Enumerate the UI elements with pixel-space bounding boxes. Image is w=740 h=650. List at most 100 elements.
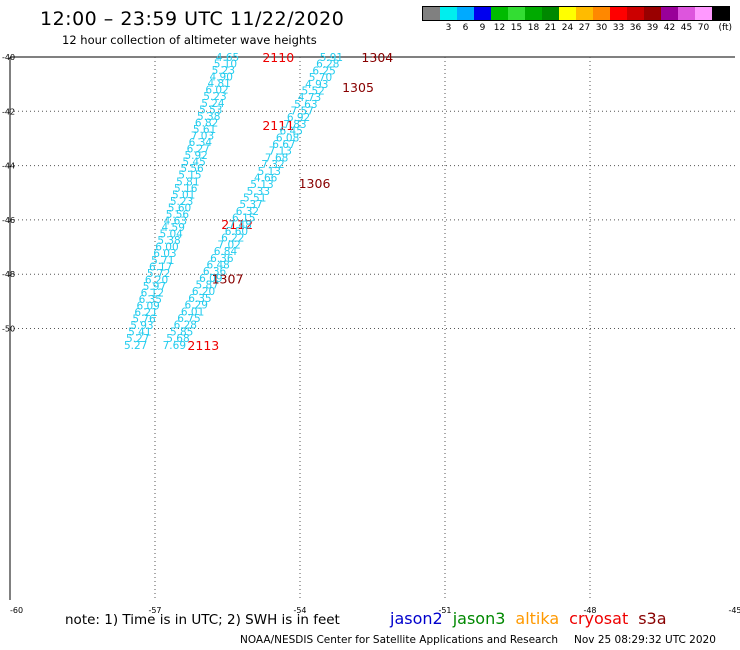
legend-swatch	[559, 7, 576, 20]
legend-label: 42	[663, 23, 676, 33]
map-subtitle: 12 hour collection of altimeter wave hei…	[62, 33, 317, 47]
swh-value: 5.71	[151, 255, 174, 267]
generated-timestamp: Nov 25 08:29:32 UTC 2020	[574, 634, 716, 646]
legend-label: 12	[493, 23, 506, 33]
lon-tick-label: -48	[583, 606, 596, 615]
legend-swatch	[474, 7, 491, 20]
footer-note: note: 1) Time is in UTC; 2) SWH is in fe…	[65, 612, 340, 628]
swh-value: 5.38	[157, 235, 180, 247]
legend-label: 33	[612, 23, 625, 33]
swh-value: 6.67	[272, 139, 295, 151]
swh-value: 5.51	[243, 193, 266, 205]
swh-value: 6.84	[214, 246, 238, 258]
legend-label: 18	[527, 23, 540, 33]
swh-value: 5.53	[199, 104, 222, 116]
color-legend: 3 6 9 12 15 18 21 24 27 30 33 36 39 42 45 70 (ft)	[422, 6, 732, 35]
map-title: 12:00 – 23:59 UTC 11/22/2020	[40, 8, 345, 30]
time-label: 2113	[187, 338, 219, 353]
legend-swatch	[491, 7, 508, 20]
swh-value: 6.75	[177, 313, 200, 325]
satellite-s3a: s3a	[638, 609, 667, 628]
swh-value: 7.68	[265, 152, 288, 164]
satellite-cryosat: cryosat	[569, 609, 629, 628]
legend-swatch	[610, 7, 627, 20]
legend-label: 45	[680, 23, 693, 33]
legend-swatch	[712, 7, 729, 20]
swh-value: 6.34	[189, 137, 213, 149]
time-label: 2112	[221, 217, 253, 232]
swh-value: 6.28	[316, 59, 339, 71]
swh-value: 6.15	[232, 213, 255, 225]
legend-swatch	[457, 7, 474, 20]
swh-value: 6.22	[221, 233, 244, 245]
legend-swatch	[576, 7, 593, 20]
swh-value: 6.36	[210, 253, 234, 265]
lat-tick-label: -40	[2, 53, 15, 62]
swh-value: 5.23	[170, 196, 193, 208]
legend-label: 15	[510, 23, 523, 33]
swh-value: 5.76	[132, 314, 156, 326]
satellite-altika: altika	[515, 609, 560, 628]
swh-value: 7.48	[228, 219, 251, 231]
swh-value: 4.90	[210, 72, 233, 84]
time-label: 2111	[262, 118, 294, 133]
satellite-legend: jason2 jason3 altika cryosat s3a	[390, 609, 677, 628]
lat-tick-label: -42	[2, 107, 15, 116]
lat-tick-label: -50	[2, 325, 15, 334]
legend-label: 21	[544, 23, 557, 33]
swh-value: 6.35	[188, 293, 211, 305]
swh-value: 7.03	[191, 130, 214, 142]
legend-swatch	[627, 7, 644, 20]
swh-value: 6.45	[280, 126, 303, 138]
swh-value: 4.93	[305, 79, 328, 91]
satellite-jason2: jason2	[390, 609, 443, 628]
swh-value: 6.01	[181, 306, 204, 318]
swh-value: 6.03	[153, 248, 176, 260]
legend-swatch	[644, 7, 661, 20]
swh-value: 6.35	[139, 294, 162, 306]
swh-value: 6.32	[236, 206, 259, 218]
swh-value: 5.15	[178, 170, 201, 182]
swh-value: 5.23	[203, 91, 226, 103]
swh-value: 5.70	[309, 72, 332, 84]
swh-value: 5.92	[184, 150, 207, 162]
swh-value: 5.27	[124, 340, 147, 352]
swh-value: 6.29	[185, 300, 208, 312]
lat-tick-label: -44	[2, 162, 15, 171]
lat-tick-label: -48	[2, 270, 15, 279]
legend-label: 30	[595, 23, 608, 33]
lon-tick-label: -60	[10, 606, 23, 615]
swh-value: 5.91	[320, 52, 343, 64]
legend-label: 9	[479, 23, 486, 33]
swh-value: 6.00	[155, 242, 178, 254]
time-label: 1304	[361, 50, 393, 65]
legend-label: 6	[462, 23, 469, 33]
swh-value: 6.17	[149, 261, 172, 273]
lon-tick-label: -54	[293, 606, 306, 615]
swh-value: 6.12	[141, 287, 164, 299]
swh-value: 6.27	[187, 144, 210, 156]
swh-value: 5.85	[170, 326, 193, 338]
legend-swatch	[542, 7, 559, 20]
swh-value: 6.60	[225, 226, 248, 238]
swh-value: 4.65	[216, 52, 239, 64]
swh-value: 5.27	[126, 333, 149, 345]
time-label: 1307	[212, 271, 244, 286]
swh-value: 6.20	[192, 286, 215, 298]
swh-value: 7.69	[163, 340, 186, 352]
swh-value: 5.56	[180, 163, 204, 175]
swh-value: 5.81	[176, 176, 199, 188]
swh-value: 5.10	[214, 59, 237, 71]
swh-value: 7.83	[283, 119, 306, 131]
legend-swatch	[525, 7, 542, 20]
legend-swatch	[508, 7, 525, 20]
swh-value: 7.13	[269, 146, 292, 158]
swh-value: 6.21	[134, 307, 157, 319]
credit-text: NOAA/NESDIS Center for Satellite Applica…	[240, 634, 558, 646]
swh-value: 5.93	[130, 320, 153, 332]
legend-swatch	[423, 7, 440, 20]
swh-value: 4.81	[207, 78, 230, 90]
legend-swatch	[678, 7, 695, 20]
legend-label: 36	[629, 23, 642, 33]
swh-value: 5.63	[294, 99, 317, 111]
